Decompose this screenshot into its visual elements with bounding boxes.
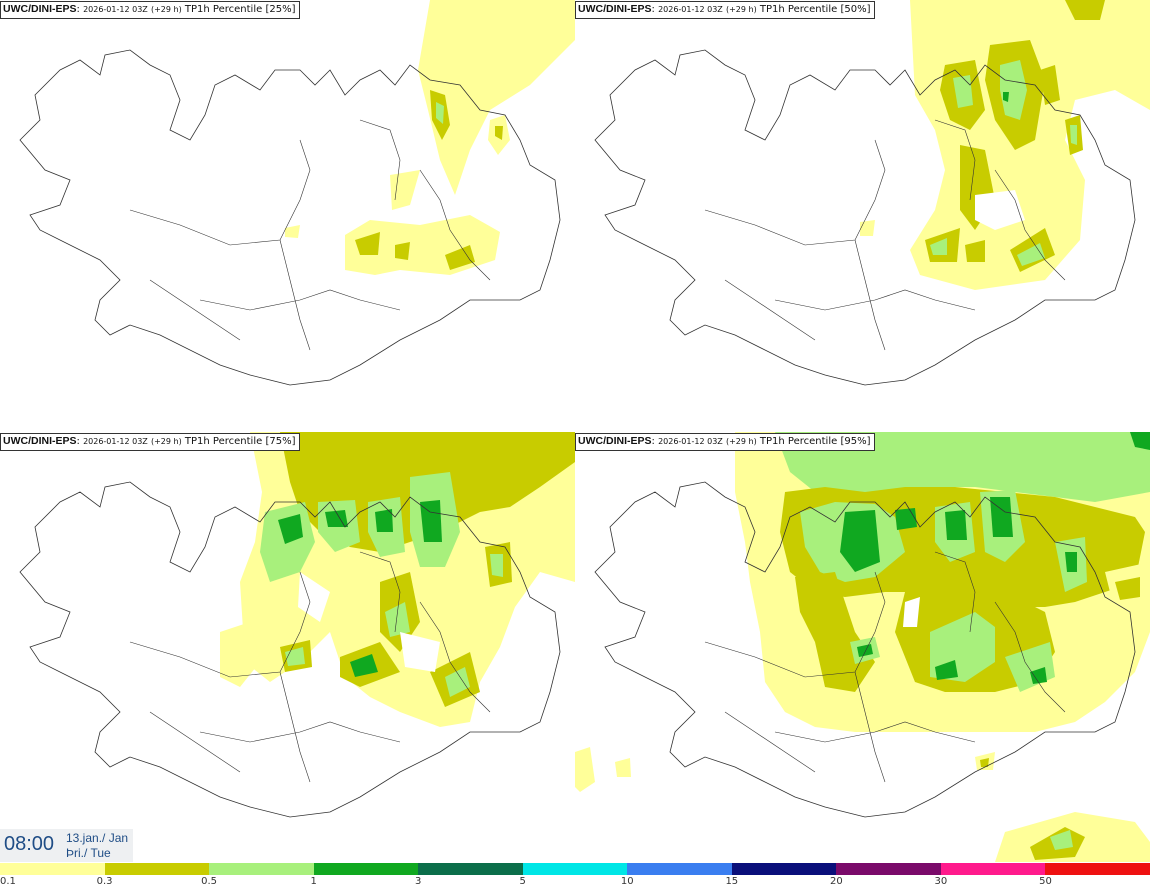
precip-map xyxy=(594,0,1150,386)
legend-swatch xyxy=(940,863,1046,875)
panel-lead: (+29 h) xyxy=(725,437,757,446)
panel-run: 2026-01-12 03Z xyxy=(658,437,723,446)
panel-title: UWC/DINI-EPS: 2026-01-12 03Z (+29 h) TP1… xyxy=(0,433,301,451)
legend-swatch xyxy=(418,863,523,875)
valid-time-box: 08:00 13.jan./ Jan Þri./ Tue xyxy=(0,829,133,862)
legend-tick-label: 10 xyxy=(620,876,634,887)
legend-tick-label: 15 xyxy=(725,876,739,887)
legend-swatch xyxy=(731,863,837,875)
panel-title: UWC/DINI-EPS: 2026-01-12 03Z (+29 h) TP1… xyxy=(575,433,876,451)
legend-tick-label: 0.3 xyxy=(96,876,113,887)
legend-tick-label: 0.5 xyxy=(201,876,218,887)
panel-percentile: [25%] xyxy=(265,4,296,15)
legend-swatch xyxy=(209,863,314,875)
panel-field: TP1h Percentile xyxy=(759,436,838,447)
panel-run: 2026-01-12 03Z xyxy=(658,5,723,14)
legend-tick-label: 30 xyxy=(934,876,948,887)
iceland-coastline xyxy=(594,481,1136,818)
precip-map xyxy=(575,432,1150,862)
map-panel-p95: UWC/DINI-EPS: 2026-01-12 03Z (+29 h) TP1… xyxy=(575,432,1150,862)
panel-run: 2026-01-12 03Z xyxy=(83,5,148,14)
map-panel-p25: UWC/DINI-EPS: 2026-01-12 03Z (+29 h) TP1… xyxy=(0,0,575,430)
valid-time: 08:00 xyxy=(4,833,55,855)
precip-fill xyxy=(860,0,1150,290)
panel-lead: (+29 h) xyxy=(725,5,757,14)
panel-source: UWC/DINI-EPS xyxy=(3,3,77,15)
legend-swatch xyxy=(1045,863,1150,875)
panel-lead: (+29 h) xyxy=(150,437,182,446)
map-panel-p75: UWC/DINI-EPS: 2026-01-12 03Z (+29 h) TP1… xyxy=(0,432,575,862)
legend-tick-label: 20 xyxy=(829,876,843,887)
legend-ticks: 0.1 0.3 0.5 1 3 5 10 15 20 30 50 xyxy=(0,876,1150,890)
panel-field: TP1h Percentile xyxy=(184,4,263,15)
panel-run: 2026-01-12 03Z xyxy=(83,437,148,446)
panel-source: UWC/DINI-EPS xyxy=(578,3,652,15)
panel-title: UWC/DINI-EPS: 2026-01-12 03Z (+29 h) TP1… xyxy=(0,1,301,19)
precip-map xyxy=(19,432,575,818)
panel-percentile: [50%] xyxy=(840,4,871,15)
valid-weekday: Þri./ Tue xyxy=(66,846,111,860)
legend-tick-label: 3 xyxy=(414,876,422,887)
legend-tick-label: 50 xyxy=(1039,876,1052,887)
legend-tick-label: 1 xyxy=(310,876,317,887)
iceland-coastline xyxy=(19,49,561,386)
legend-swatch xyxy=(313,863,419,875)
panel-field: TP1h Percentile xyxy=(759,4,838,15)
legend-swatch xyxy=(836,863,941,875)
legend-tick-label: 0.1 xyxy=(0,876,16,887)
panel-source: UWC/DINI-EPS xyxy=(3,435,77,447)
iceland-coastline xyxy=(19,481,561,818)
panel-percentile: [75%] xyxy=(265,436,296,447)
panel-source: UWC/DINI-EPS xyxy=(578,435,652,447)
legend-swatch xyxy=(522,863,628,875)
color-legend xyxy=(0,863,1150,875)
precip-map xyxy=(19,0,575,386)
panel-percentile: [95%] xyxy=(840,436,871,447)
precip-fill xyxy=(285,0,575,275)
valid-date: 13.jan./ Jan xyxy=(66,831,129,845)
precip-fill xyxy=(220,432,575,727)
panel-lead: (+29 h) xyxy=(150,5,182,14)
panel-title: UWC/DINI-EPS: 2026-01-12 03Z (+29 h) TP1… xyxy=(575,1,876,19)
legend-swatch xyxy=(104,863,210,875)
panel-field: TP1h Percentile xyxy=(184,436,263,447)
legend-tick-label: 5 xyxy=(519,876,526,887)
legend-swatch xyxy=(0,863,105,875)
map-panel-p50: UWC/DINI-EPS: 2026-01-12 03Z (+29 h) TP1… xyxy=(575,0,1150,430)
legend-swatch xyxy=(627,863,732,875)
iceland-coastline xyxy=(594,49,1136,386)
